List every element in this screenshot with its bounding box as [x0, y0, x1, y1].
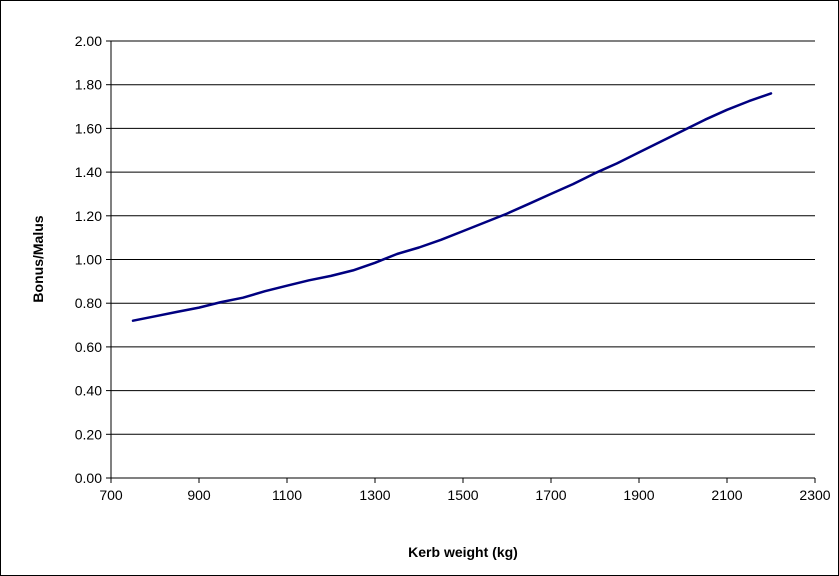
y-tick-label: 0.60 [75, 339, 102, 355]
x-tick-label: 1300 [359, 487, 390, 503]
x-tick-label: 1500 [447, 487, 478, 503]
x-tick-label: 1900 [623, 487, 654, 503]
y-tick-label: 1.40 [75, 164, 102, 180]
x-axis-title: Kerb weight (kg) [408, 544, 518, 560]
y-tick-label: 1.20 [75, 208, 102, 224]
x-tick-label: 2300 [799, 487, 830, 503]
y-tick-label: 1.60 [75, 120, 102, 136]
y-tick-label: 0.00 [75, 470, 102, 486]
y-tick-label: 0.80 [75, 295, 102, 311]
x-axis-ticks: 700 900 1100 1300 1500 1700 1900 2100 2300 [99, 478, 831, 503]
y-tick-label: 1.80 [75, 77, 102, 93]
series-line [131, 92, 773, 322]
y-axis-title: Bonus/Malus [30, 215, 46, 302]
x-tick-label: 1100 [272, 487, 302, 503]
x-tick-label: 900 [187, 487, 211, 503]
y-axis-ticks: 0.00 0.20 0.40 0.60 0.80 1.00 1.20 1.40 1.60 1.80… [75, 33, 111, 486]
x-tick-label: 700 [99, 487, 123, 503]
y-tick-label: 2.00 [75, 33, 102, 49]
y-tick-label: 0.20 [75, 426, 102, 442]
y-tick-label: 1.00 [75, 252, 102, 268]
series-layer [131, 92, 773, 322]
x-tick-label: 1700 [535, 487, 566, 503]
y-tick-label: 0.40 [75, 383, 102, 399]
gridlines [111, 40, 815, 435]
x-tick-label: 2100 [711, 487, 742, 503]
